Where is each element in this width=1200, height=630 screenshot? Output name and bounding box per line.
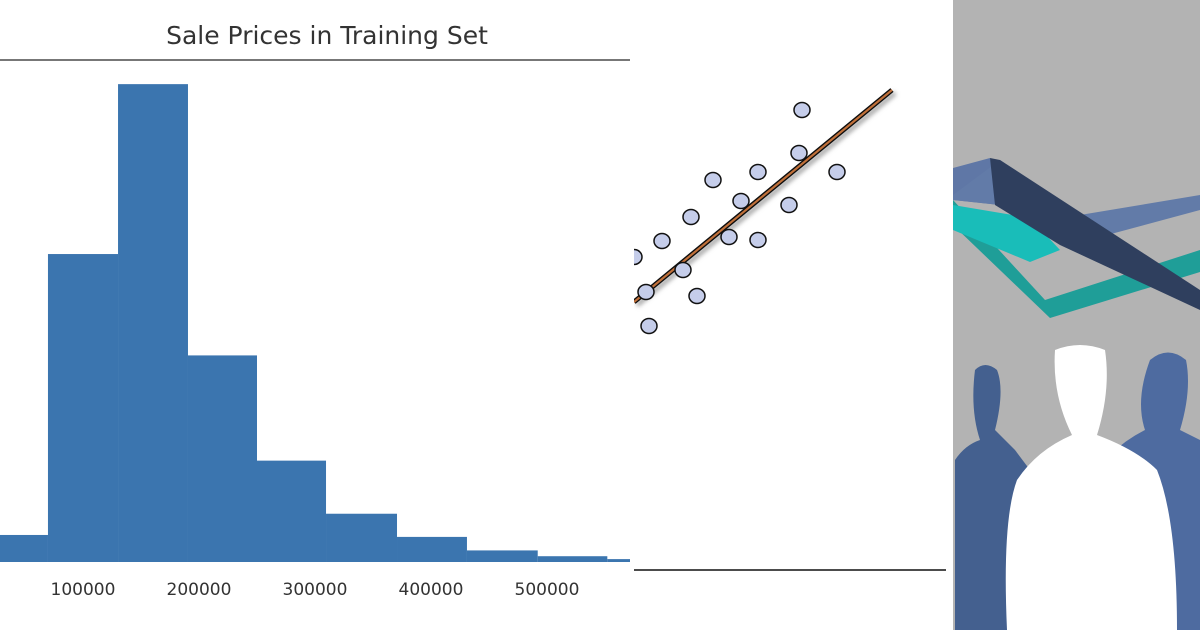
person-center <box>1005 345 1177 630</box>
illustration <box>953 0 1200 630</box>
x-tick-label: 200000 <box>167 580 232 600</box>
point <box>637 283 655 301</box>
point <box>732 192 750 210</box>
point <box>749 231 767 249</box>
frame-dark <box>990 158 1200 310</box>
bar <box>326 513 398 562</box>
bar <box>537 556 608 562</box>
bar <box>256 460 327 562</box>
bar <box>466 550 538 562</box>
point <box>688 287 706 305</box>
point <box>634 248 643 266</box>
chart-title: Sale Prices in Training Set <box>166 21 488 50</box>
x-tick-label: 300000 <box>283 580 348 600</box>
point <box>780 196 798 214</box>
bar <box>118 84 188 562</box>
point <box>653 232 671 250</box>
point <box>749 163 767 181</box>
point <box>704 171 722 189</box>
point <box>674 261 692 279</box>
x-tick-label: 400000 <box>399 580 464 600</box>
bar <box>397 536 467 562</box>
x-tick-label: 600000 <box>631 580 696 600</box>
frame-teal <box>953 200 1200 318</box>
bar <box>0 534 48 562</box>
bar <box>187 355 257 562</box>
point <box>793 101 811 119</box>
bar <box>47 254 119 563</box>
scatter-panel <box>634 88 946 571</box>
point <box>720 228 738 246</box>
point <box>828 163 846 181</box>
histogram-panel: Sale Prices in Training Set 100000 200000… <box>0 21 696 600</box>
trend-line <box>634 89 893 303</box>
point <box>790 144 808 162</box>
point <box>640 317 658 335</box>
x-tick-label: 500000 <box>515 580 580 600</box>
bar <box>607 559 630 562</box>
x-tick-label: 100000 <box>51 580 116 600</box>
point <box>682 208 700 226</box>
frame-teal-2 <box>953 205 1060 262</box>
